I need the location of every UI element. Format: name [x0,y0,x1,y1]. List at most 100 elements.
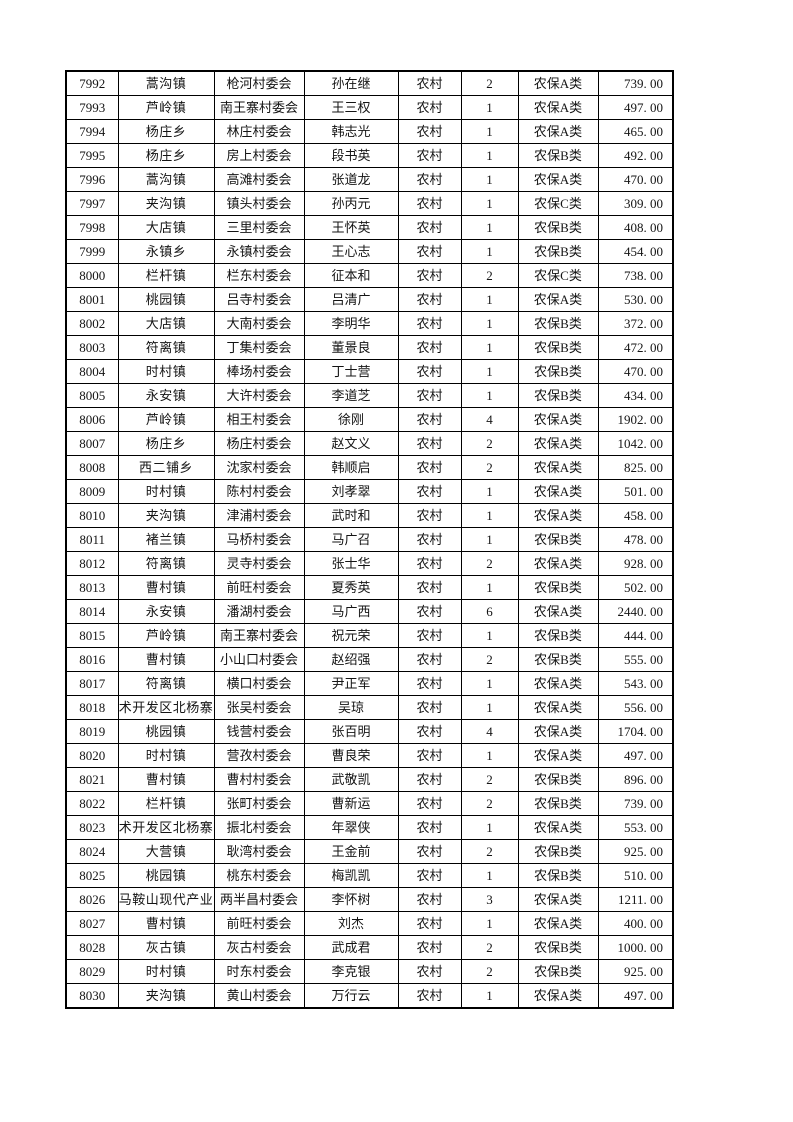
cell-person-count: 1 [460,287,519,312]
cell-residence-type: 农村 [397,70,462,96]
cell-person-name: 丁士营 [303,359,399,384]
cell-amount: 492. 00 [597,143,674,168]
cell-person-count: 6 [460,599,519,624]
cell-person-name: 刘杰 [303,911,399,936]
cell-town: 杨庄乡 [117,431,215,456]
cell-record-number: 8012 [65,551,119,576]
cell-person-count: 1 [460,479,519,504]
cell-person-name: 曹良荣 [303,743,399,768]
cell-town: 芦岭镇 [117,95,215,120]
cell-town: 符离镇 [117,551,215,576]
cell-town: 桃园镇 [117,719,215,744]
cell-town: 永安镇 [117,383,215,408]
cell-town: 芦岭镇 [117,407,215,432]
cell-person-count: 2 [460,791,519,816]
cell-amount: 556. 00 [597,695,674,720]
cell-residence-type: 农村 [397,263,462,288]
cell-person-name: 李怀树 [303,887,399,912]
cell-insurance-category: 农保B类 [517,215,599,240]
cell-village-committee: 灵寺村委会 [213,551,305,576]
cell-residence-type: 农村 [397,215,462,240]
table-row: 8020 时村镇 营孜村委会 曹良荣 农村 1 农保A类 497. 00 [65,743,674,768]
cell-town: 褚兰镇 [117,527,215,552]
cell-insurance-category: 农保A类 [517,455,599,480]
cell-village-committee: 南王寨村委会 [213,95,305,120]
cell-amount: 470. 00 [597,167,674,192]
table-row: 7997 夹沟镇 镇头村委会 孙丙元 农村 1 农保C类 309. 00 [65,191,674,216]
cell-person-name: 李道芝 [303,383,399,408]
cell-person-name: 王三权 [303,95,399,120]
cell-amount: 1704. 00 [597,719,674,744]
cell-person-name: 梅凯凯 [303,863,399,888]
cell-record-number: 8015 [65,623,119,648]
cell-amount: 739. 00 [597,791,674,816]
cell-person-count: 1 [460,863,519,888]
cell-insurance-category: 农保B类 [517,383,599,408]
cell-village-committee: 沈家村委会 [213,455,305,480]
cell-residence-type: 农村 [397,959,462,984]
cell-residence-type: 农村 [397,119,462,144]
cell-person-count: 2 [460,70,519,96]
cell-record-number: 8018 [65,695,119,720]
cell-person-name: 夏秀英 [303,575,399,600]
cell-insurance-category: 农保A类 [517,599,599,624]
cell-town: 时村镇 [117,743,215,768]
cell-residence-type: 农村 [397,551,462,576]
cell-residence-type: 农村 [397,911,462,936]
cell-insurance-category: 农保A类 [517,911,599,936]
cell-insurance-category: 农保B类 [517,575,599,600]
cell-record-number: 8029 [65,959,119,984]
cell-person-count: 1 [460,815,519,840]
table-row: 8009 时村镇 陈村村委会 刘孝翠 农村 1 农保A类 501. 00 [65,479,674,504]
cell-town: 时村镇 [117,959,215,984]
table-row: 8021 曹村镇 曹村村委会 武敬凯 农村 2 农保B类 896. 00 [65,767,674,792]
cell-person-name: 韩志光 [303,119,399,144]
cell-town: 西二铺乡 [117,455,215,480]
cell-amount: 738. 00 [597,263,674,288]
cell-village-committee: 丁集村委会 [213,335,305,360]
cell-amount: 497. 00 [597,983,674,1009]
cell-village-committee: 桃东村委会 [213,863,305,888]
cell-village-committee: 大许村委会 [213,383,305,408]
cell-person-count: 1 [460,191,519,216]
table-row: 7999 永镇乡 永镇村委会 王心志 农村 1 农保B类 454. 00 [65,239,674,264]
cell-residence-type: 农村 [397,407,462,432]
cell-town: 栏杆镇 [117,263,215,288]
cell-record-number: 8025 [65,863,119,888]
cell-person-count: 1 [460,527,519,552]
table-row: 8003 符离镇 丁集村委会 董景良 农村 1 农保B类 472. 00 [65,335,674,360]
cell-residence-type: 农村 [397,287,462,312]
cell-person-name: 征本和 [303,263,399,288]
cell-insurance-category: 农保A类 [517,95,599,120]
cell-amount: 2440. 00 [597,599,674,624]
cell-person-count: 1 [460,95,519,120]
cell-village-committee: 镇头村委会 [213,191,305,216]
cell-residence-type: 农村 [397,335,462,360]
table-row: 8030 夹沟镇 黄山村委会 万行云 农村 1 农保A类 497. 00 [65,983,674,1009]
table-row: 7996 蒿沟镇 高滩村委会 张道龙 农村 1 农保A类 470. 00 [65,167,674,192]
cell-village-committee: 杨庄村委会 [213,431,305,456]
cell-town: 曹村镇 [117,767,215,792]
cell-town: 永安镇 [117,599,215,624]
cell-village-committee: 张吴村委会 [213,695,305,720]
cell-record-number: 8020 [65,743,119,768]
cell-amount: 502. 00 [597,575,674,600]
cell-person-count: 2 [460,767,519,792]
cell-residence-type: 农村 [397,695,462,720]
table-row: 8024 大营镇 耿湾村委会 王金前 农村 2 农保B类 925. 00 [65,839,674,864]
table-row: 7992 蒿沟镇 枪河村委会 孙在继 农村 2 农保A类 739. 00 [65,70,674,96]
cell-insurance-category: 农保A类 [517,887,599,912]
cell-amount: 925. 00 [597,959,674,984]
cell-person-name: 万行云 [303,983,399,1009]
cell-insurance-category: 农保A类 [517,503,599,528]
cell-person-count: 3 [460,887,519,912]
cell-insurance-category: 农保A类 [517,407,599,432]
cell-residence-type: 农村 [397,767,462,792]
cell-insurance-category: 农保B类 [517,791,599,816]
cell-person-name: 武成君 [303,935,399,960]
cell-amount: 408. 00 [597,215,674,240]
cell-person-name: 刘孝翠 [303,479,399,504]
cell-record-number: 7992 [65,70,119,96]
cell-residence-type: 农村 [397,143,462,168]
table-row: 8019 桃园镇 钱营村委会 张百明 农村 4 农保A类 1704. 00 [65,719,674,744]
